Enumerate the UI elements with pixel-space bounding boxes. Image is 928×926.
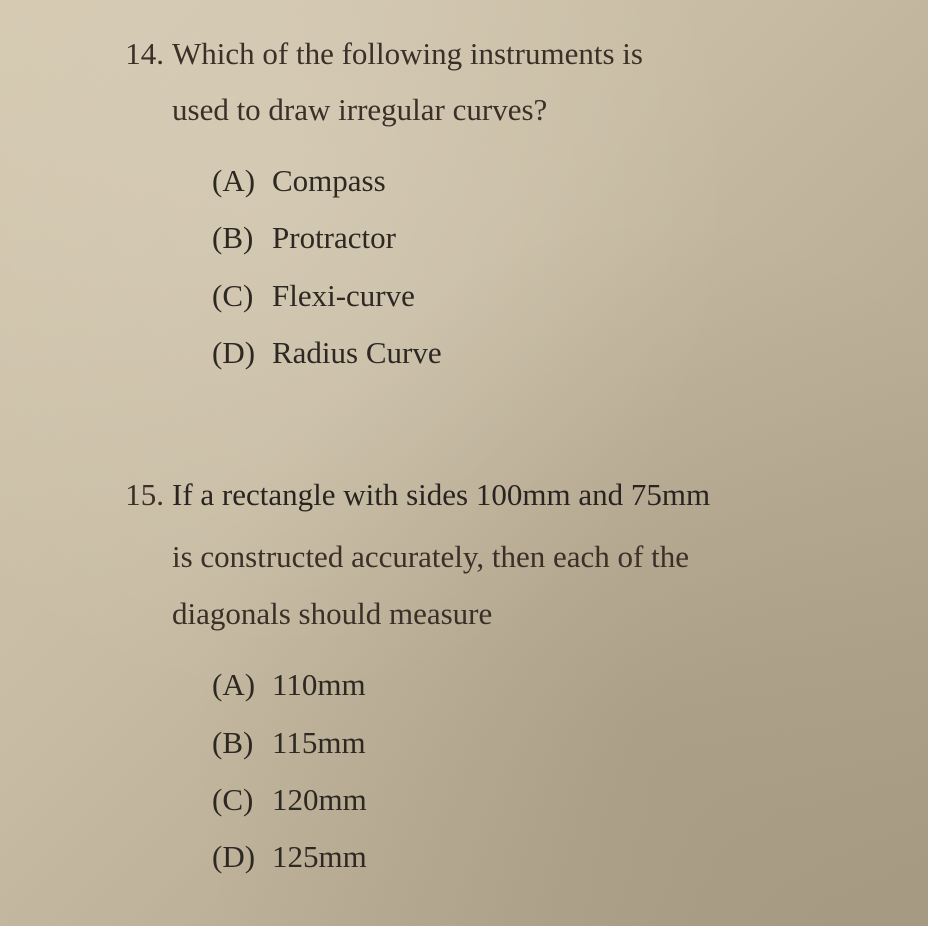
question-header: 15. If a rectangle with sides 100mm and … xyxy=(120,471,848,519)
option-label: (A) xyxy=(212,152,272,209)
option-d: (D) 125mm xyxy=(212,828,848,885)
option-text: 120mm xyxy=(272,771,367,828)
option-a: (A) Compass xyxy=(212,152,848,209)
question-14: 14. Which of the following instruments i… xyxy=(120,30,848,381)
question-header: 14. Which of the following instruments i… xyxy=(120,30,848,78)
option-label: (B) xyxy=(212,209,272,266)
option-b: (B) Protractor xyxy=(212,209,848,266)
question-number: 14. xyxy=(120,30,172,78)
option-text: Radius Curve xyxy=(272,324,442,381)
question-text-line2: is constructed accurately, then each of … xyxy=(172,528,848,585)
option-label: (A) xyxy=(212,656,272,713)
option-label: (C) xyxy=(212,267,272,324)
question-text-line1: If a rectangle with sides 100mm and 75mm xyxy=(172,471,848,519)
option-label: (C) xyxy=(212,771,272,828)
option-a: (A) 110mm xyxy=(212,656,848,713)
options-list: (A) Compass (B) Protractor (C) Flexi-cur… xyxy=(212,152,848,381)
question-text-line2: used to draw irregular curves? xyxy=(172,86,848,134)
option-text: 115mm xyxy=(272,714,366,771)
option-label: (D) xyxy=(212,828,272,885)
question-number: 15. xyxy=(120,471,172,519)
question-15: 15. If a rectangle with sides 100mm and … xyxy=(120,471,848,885)
option-label: (B) xyxy=(212,714,272,771)
option-text: 110mm xyxy=(272,656,366,713)
option-text: 125mm xyxy=(272,828,367,885)
question-text-line1: Which of the following instruments is xyxy=(172,30,848,78)
option-b: (B) 115mm xyxy=(212,714,848,771)
option-text: Protractor xyxy=(272,209,396,266)
option-c: (C) 120mm xyxy=(212,771,848,828)
option-text: Compass xyxy=(272,152,386,209)
option-label: (D) xyxy=(212,324,272,381)
question-text-line3: diagonals should measure xyxy=(172,585,848,642)
option-d: (D) Radius Curve xyxy=(212,324,848,381)
option-text: Flexi-curve xyxy=(272,267,415,324)
options-list: (A) 110mm (B) 115mm (C) 120mm (D) 125mm xyxy=(212,656,848,885)
option-c: (C) Flexi-curve xyxy=(212,267,848,324)
